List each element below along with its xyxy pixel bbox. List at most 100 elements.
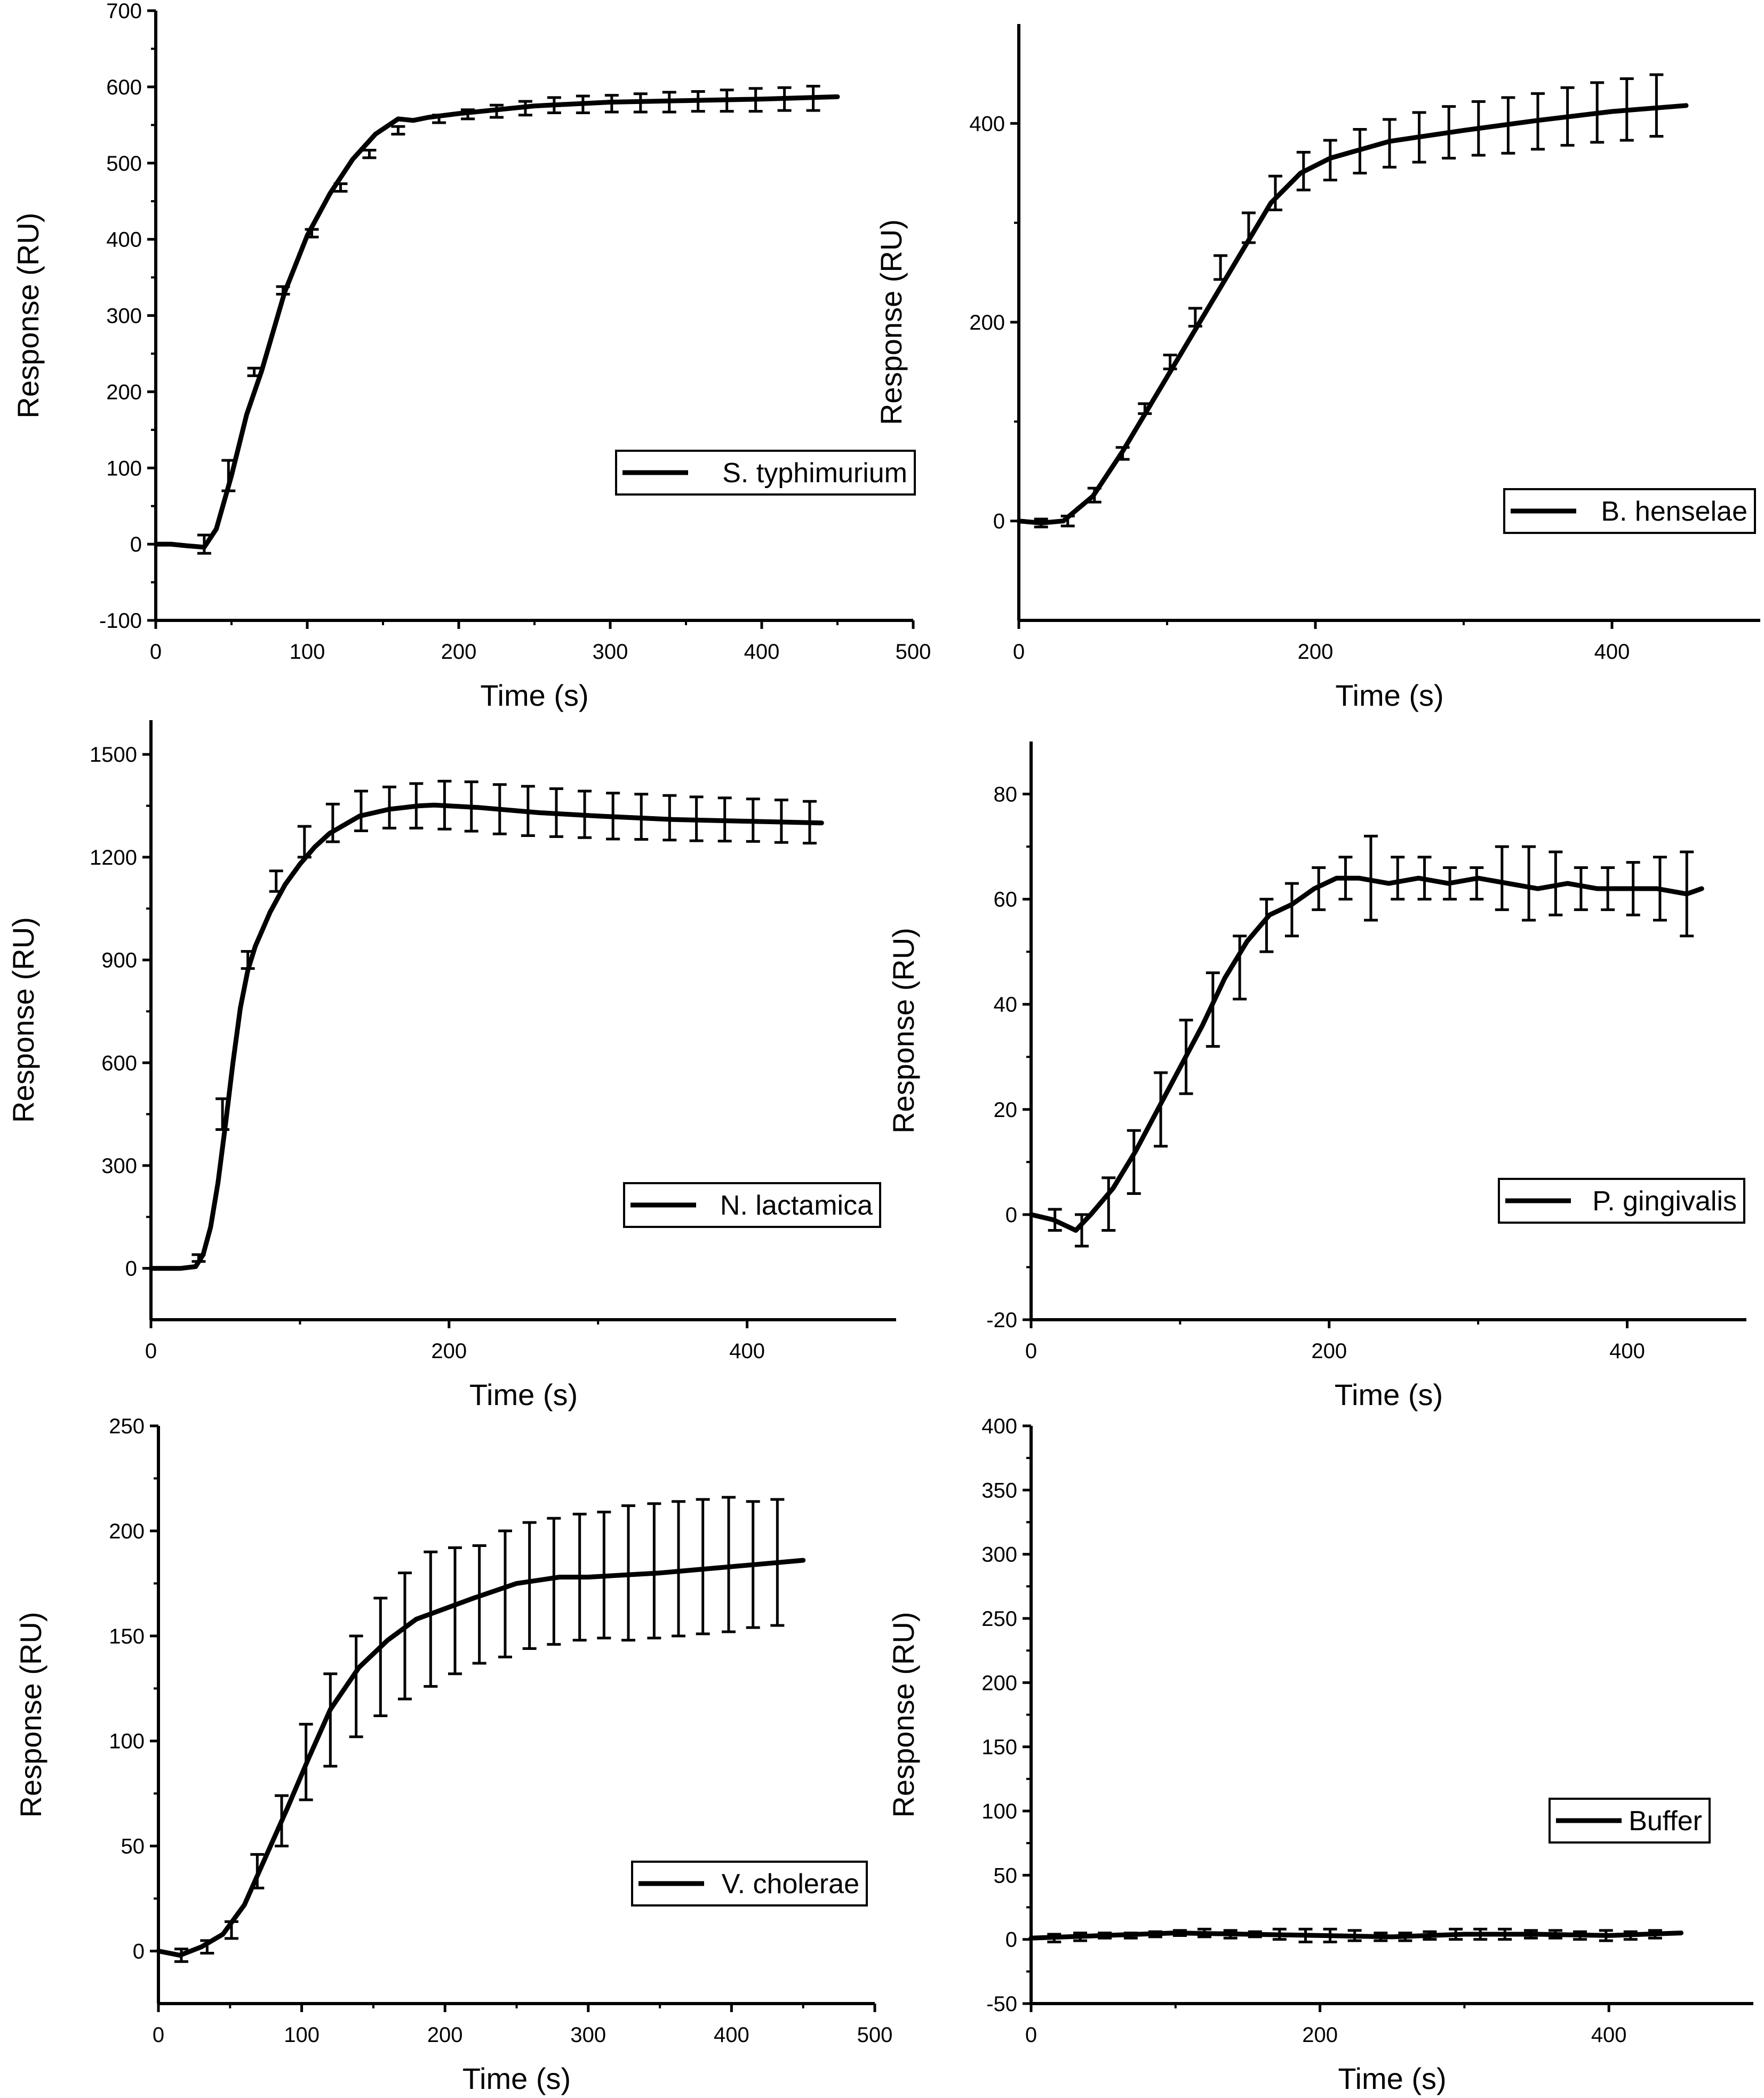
x-tick-label: 300 — [593, 640, 628, 664]
x-tick-label: 0 — [145, 1339, 157, 1363]
error-bar — [1048, 1208, 1062, 1232]
error-bar — [448, 1546, 462, 1676]
y-axis-title: Response (RU) — [887, 928, 920, 1134]
error-bar — [1619, 77, 1634, 142]
error-bar — [362, 148, 377, 159]
x-axis-title: Time (s) — [1335, 1378, 1443, 1411]
y-tick-label: 60 — [994, 888, 1018, 912]
error-bar — [663, 794, 677, 842]
x-tick-label: 400 — [714, 2023, 749, 2047]
error-bar — [774, 799, 788, 844]
y-tick-label: 700 — [106, 0, 142, 23]
panel-s-typhimurium: -100 0 100 200 300 400 500 600 700 0 100 200 300 400 5… — [11, 0, 931, 712]
error-bar — [1223, 1929, 1238, 1940]
error-bar — [490, 103, 504, 119]
x-tick-label: 400 — [729, 1339, 765, 1363]
y-tick-label: -100 — [99, 609, 142, 633]
error-bar — [604, 94, 619, 114]
error-bar — [215, 1097, 230, 1131]
x-axis-title: Time (s) — [1338, 2062, 1446, 2095]
error-bar — [1047, 1933, 1061, 1943]
error-bar — [1272, 1927, 1287, 1941]
error-bar — [274, 1794, 289, 1848]
y-tick-label: 200 — [969, 311, 1005, 334]
error-bar — [305, 228, 319, 238]
y-tick-label: 200 — [106, 380, 142, 404]
error-bar — [1680, 850, 1694, 938]
error-bar — [1148, 1930, 1162, 1939]
error-bar — [1599, 1929, 1613, 1942]
error-bar — [1573, 1930, 1587, 1941]
series-line — [1016, 103, 1689, 525]
y-tick-label: 600 — [101, 1051, 137, 1075]
y-tick-label: 300 — [981, 1543, 1017, 1567]
error-bar — [1074, 1213, 1089, 1248]
error-bar — [621, 1504, 636, 1642]
x-tick-label: 400 — [1609, 1339, 1645, 1363]
error-bar — [547, 1517, 561, 1646]
error-bar — [333, 182, 348, 193]
error-bar — [250, 1853, 265, 1889]
x-axis-title: Time (s) — [469, 1378, 578, 1411]
x-axis-title: Time (s) — [480, 679, 588, 712]
error-bar — [472, 1544, 486, 1665]
error-bar — [247, 366, 261, 377]
error-bar — [1417, 856, 1432, 901]
y-tick-label: 200 — [981, 1671, 1017, 1695]
error-bar — [200, 1939, 214, 1955]
y-axis-title: Response (RU) — [874, 219, 908, 425]
error-bar — [689, 795, 704, 842]
error-bar — [1383, 118, 1396, 169]
error-bar — [498, 1529, 513, 1658]
error-bar — [1501, 96, 1515, 155]
y-tick-label: 0 — [993, 510, 1005, 533]
x-tick-label: 0 — [153, 2023, 164, 2047]
x-tick-label: 0 — [1013, 640, 1025, 664]
y-tick-label: 400 — [969, 112, 1005, 135]
error-bar — [1648, 1929, 1662, 1940]
x-tick-label: 200 — [431, 1339, 467, 1363]
panel-b-henselae: 0 200 400 0 200 400 Time (s) Response (RU) B. he… — [874, 24, 1760, 712]
error-bar — [1560, 86, 1575, 147]
x-tick-label: 400 — [1591, 2023, 1627, 2047]
error-bar — [549, 787, 563, 838]
error-bar — [1179, 1018, 1193, 1095]
y-tick-label: 250 — [981, 1607, 1017, 1631]
error-bar — [354, 789, 368, 832]
error-bar — [1154, 1071, 1168, 1148]
error-bar — [1338, 856, 1353, 901]
error-bar — [1473, 1927, 1488, 1941]
error-bar — [634, 793, 649, 841]
error-bar — [696, 1498, 710, 1636]
error-bar — [1363, 834, 1378, 922]
error-bar — [1353, 128, 1367, 174]
error-bar — [672, 1500, 686, 1638]
error-bar — [1549, 850, 1563, 916]
error-bar — [1522, 845, 1536, 922]
error-bar — [1188, 307, 1202, 328]
error-bar — [1298, 1927, 1313, 1943]
error-bar — [720, 89, 734, 113]
error-bar — [1347, 1929, 1362, 1942]
error-bar — [1549, 1929, 1562, 1940]
x-tick-label: 100 — [284, 2023, 320, 2047]
y-tick-label: 600 — [106, 76, 142, 99]
y-tick-label: 50 — [121, 1835, 145, 1858]
error-bar — [1649, 73, 1664, 138]
error-bar — [1442, 105, 1456, 160]
panel-v-cholerae: 0 50 100 150 200 250 0 100 200 300 400 500 Time (s) R… — [14, 1415, 892, 2095]
error-bar — [1268, 174, 1282, 211]
y-tick-label: 350 — [981, 1479, 1017, 1502]
error-bar — [578, 789, 592, 839]
x-tick-label: 100 — [290, 640, 325, 664]
error-bar — [1138, 402, 1152, 415]
error-bar — [1214, 254, 1228, 281]
y-tick-label: 200 — [109, 1520, 145, 1543]
error-bar — [748, 87, 763, 113]
x-tick-label: 400 — [1594, 640, 1630, 664]
error-bar — [1412, 111, 1426, 164]
x-axis-title: Time (s) — [1335, 679, 1443, 712]
error-bar — [717, 796, 732, 843]
x-tick-label: 0 — [1025, 2023, 1037, 2047]
